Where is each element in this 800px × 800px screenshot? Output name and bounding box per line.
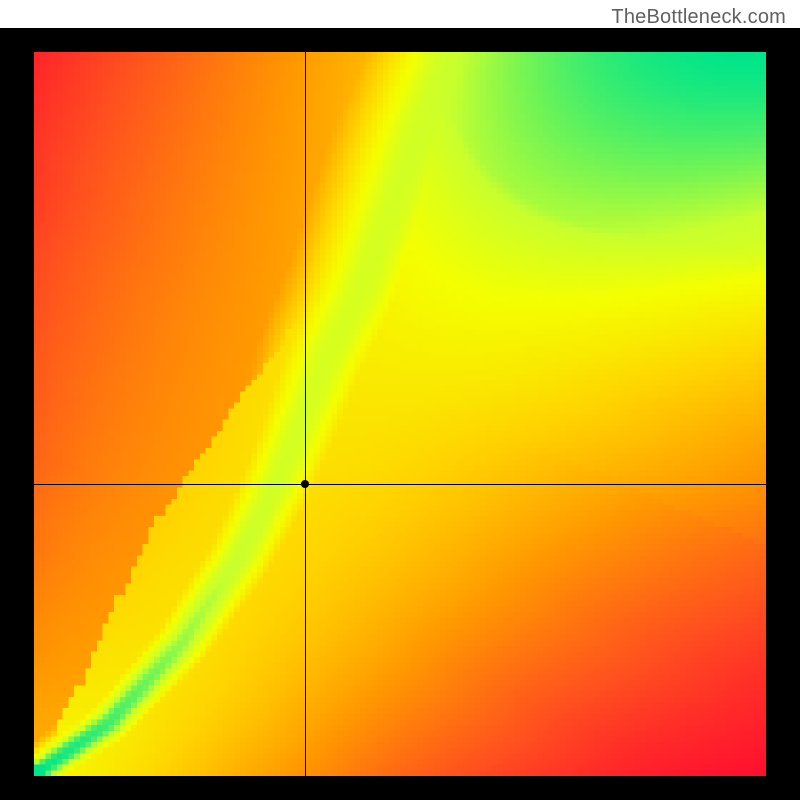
crosshair-vertical	[305, 52, 306, 776]
crosshair-dot	[301, 480, 309, 488]
crosshair-horizontal	[34, 484, 766, 485]
chart-frame	[0, 28, 800, 800]
watermark-text: TheBottleneck.com	[611, 6, 786, 29]
heatmap-canvas	[34, 52, 766, 776]
heatmap-plot	[34, 52, 766, 776]
